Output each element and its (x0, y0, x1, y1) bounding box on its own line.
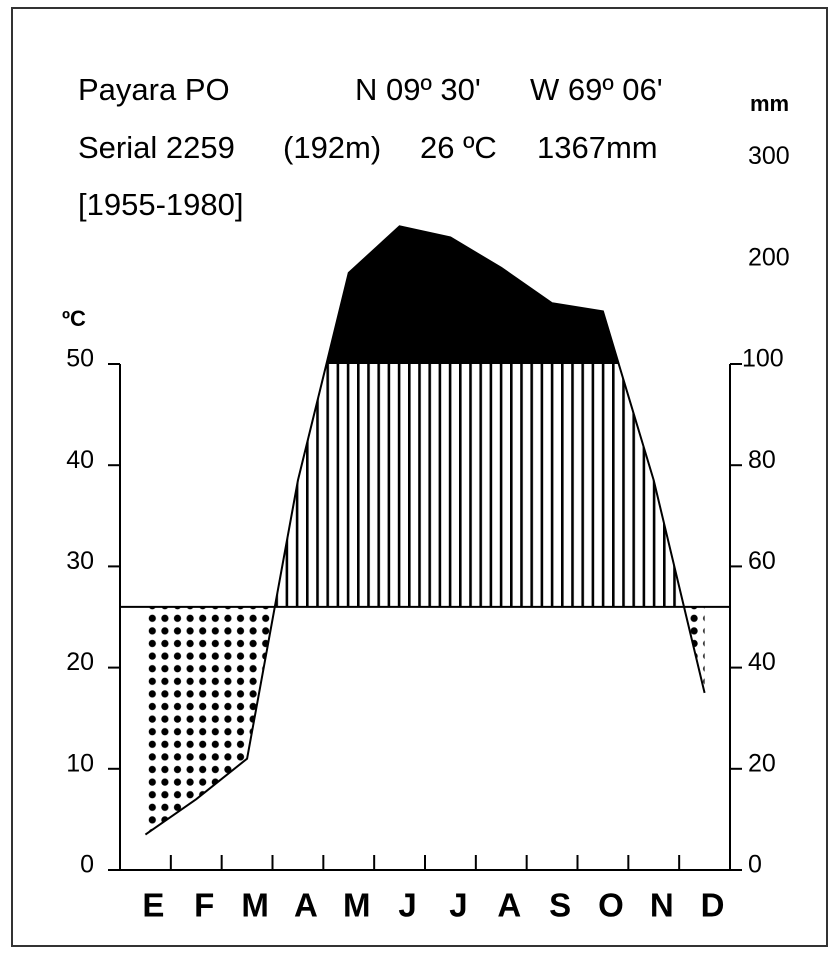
x-tick-label: A (294, 887, 318, 924)
x-tick-label: A (497, 887, 521, 924)
latitude: N 09º 30' (355, 72, 481, 107)
x-tick-label: J (449, 887, 467, 924)
y2-axis-label: mm (750, 91, 789, 116)
y-axis-label: ºC (62, 306, 86, 331)
y2-tick-label: 80 (748, 446, 776, 474)
x-tick-label: F (194, 887, 214, 924)
mean-temp: 26 ºC (420, 130, 497, 165)
y-tick-label: 0 (80, 851, 94, 879)
x-tick-label: S (549, 887, 571, 924)
altitude: (192m) (283, 130, 381, 165)
y2-tick-label: 300 (748, 142, 790, 170)
y2-tick-label: 0 (748, 851, 762, 879)
period: [1955-1980] (78, 187, 243, 222)
x-tick-label: M (241, 887, 269, 924)
station: Payara PO (78, 72, 230, 107)
y2-tick-label: 40 (748, 648, 776, 676)
x-tick-label: D (701, 887, 725, 924)
x-tick-label: N (650, 887, 674, 924)
y-tick-label: 50 (66, 345, 94, 373)
y2-tick-label: 20 (748, 749, 776, 777)
x-tick-label: J (398, 887, 416, 924)
wet-clip (145, 226, 705, 364)
y2-tick-label: 100 (742, 345, 784, 373)
y-tick-label: 30 (66, 547, 94, 575)
wet-area (145, 226, 705, 364)
y-tick-label: 10 (66, 749, 94, 777)
x-tick-label: E (142, 887, 164, 924)
x-tick-label: O (598, 887, 624, 924)
annual-precip: 1367mm (537, 130, 658, 165)
y-tick-label: 40 (66, 446, 94, 474)
serial: Serial 2259 (78, 130, 235, 165)
x-tick-label: M (343, 887, 371, 924)
precip-line (144, 225, 706, 836)
y2-tick-label: 200 (748, 243, 790, 271)
y2-tick-label: 60 (748, 547, 776, 575)
y-tick-label: 20 (66, 648, 94, 676)
longitude: W 69º 06' (530, 72, 663, 107)
frame (11, 7, 828, 947)
